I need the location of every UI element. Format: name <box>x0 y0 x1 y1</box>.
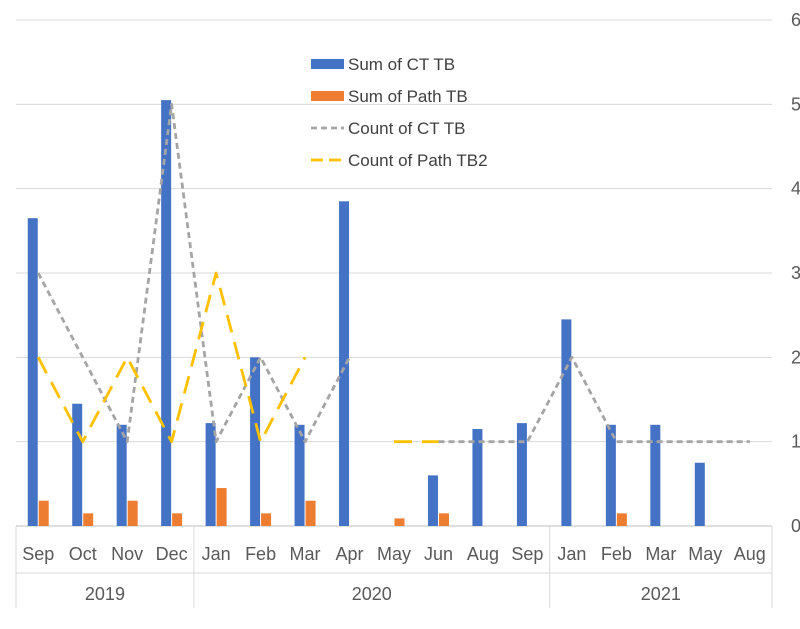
y-tick-label: 1 <box>791 432 800 452</box>
x-group-label: 2020 <box>352 584 392 604</box>
legend-label: Sum of CT TB <box>348 55 455 74</box>
bar-sum-of-path-tb-1 <box>83 513 94 526</box>
bar-sum-of-ct-tb-0 <box>27 218 38 526</box>
bar-sum-of-path-tb-13 <box>616 513 627 526</box>
bar-sum-of-ct-tb-1 <box>72 403 83 526</box>
x-tick-label: Sep <box>22 544 54 564</box>
bar-sum-of-path-tb-3 <box>172 513 183 526</box>
x-tick-label: Nov <box>111 544 143 564</box>
x-tick-label: Feb <box>245 544 276 564</box>
legend-item: Sum of Path TB <box>311 87 468 106</box>
x-tick-label: Jan <box>557 544 586 564</box>
legend-item: Sum of CT TB <box>311 55 455 74</box>
x-tick-label: Apr <box>336 544 364 564</box>
bar-sum-of-path-tb-4 <box>216 488 227 526</box>
series-lines <box>36 102 750 444</box>
legend-item: Count of Path TB2 <box>311 151 488 170</box>
bar-sum-of-path-tb-2 <box>127 500 138 526</box>
bar-sum-of-ct-tb-9 <box>427 475 438 526</box>
bar-sum-of-ct-tb-3 <box>161 100 172 526</box>
x-tick-label: Aug <box>734 544 766 564</box>
x-tick-label: Feb <box>601 544 632 564</box>
legend-label: Count of CT TB <box>348 119 465 138</box>
bar-sum-of-ct-tb-12 <box>561 319 572 526</box>
bar-sum-of-path-tb-0 <box>38 500 49 526</box>
bar-sum-of-ct-tb-5 <box>250 357 261 526</box>
bar-sum-of-path-tb-6 <box>305 500 316 526</box>
bar-sum-of-ct-tb-11 <box>516 423 527 526</box>
bar-sum-of-path-tb-8 <box>394 518 405 526</box>
gridlines <box>16 19 772 527</box>
x-group-label: 2019 <box>85 584 125 604</box>
x-tick-label: Aug <box>467 544 499 564</box>
legend-label: Sum of Path TB <box>348 87 468 106</box>
bar-sum-of-ct-tb-4 <box>205 423 216 526</box>
x-tick-label: May <box>377 544 411 564</box>
x-tick-label: Sep <box>511 544 543 564</box>
legend-swatch <box>311 59 344 69</box>
x-tick-label: Jan <box>202 544 231 564</box>
bar-sum-of-ct-tb-10 <box>472 429 483 526</box>
bar-sum-of-path-tb-5 <box>261 513 272 526</box>
y-tick-label: 2 <box>791 347 800 367</box>
x-tick-label: Oct <box>69 544 97 564</box>
x-tick-label: Mar <box>290 544 321 564</box>
bar-sum-of-ct-tb-14 <box>650 424 661 526</box>
bar-sum-of-ct-tb-7 <box>339 201 350 527</box>
legend: Sum of CT TB Sum of Path TB Count of CT TB… <box>311 55 488 170</box>
x-group-label: 2021 <box>641 584 681 604</box>
bar-sum-of-ct-tb-6 <box>294 424 305 526</box>
bar-sum-of-ct-tb-13 <box>605 424 616 526</box>
x-tick-label: Dec <box>156 544 188 564</box>
line-count-of-ct-tb <box>36 102 750 444</box>
y-tick-label: 3 <box>791 263 800 283</box>
legend-swatch <box>311 91 344 101</box>
x-tick-label: Jun <box>424 544 453 564</box>
bar-sum-of-path-tb-9 <box>438 513 449 526</box>
y-tick-label: 4 <box>791 179 800 199</box>
legend-item: Count of CT TB <box>311 119 465 138</box>
line-count-of-path-tb2 <box>36 271 439 444</box>
x-axis-ticks: Sep Oct Nov Dec Jan Feb Mar Apr May Jun Aug Sep Jan F… <box>15 526 773 608</box>
y-tick-label: 5 <box>791 94 800 114</box>
y-tick-label: 6 <box>791 10 800 30</box>
x-tick-label: May <box>688 544 722 564</box>
y-tick-label: 0 <box>791 516 800 536</box>
legend-label: Count of Path TB2 <box>348 151 488 170</box>
y-axis-ticks: 0 1 2 3 4 5 6 <box>791 10 800 536</box>
x-tick-label: Mar <box>645 544 676 564</box>
bars <box>27 100 705 527</box>
bar-sum-of-ct-tb-15 <box>694 462 705 526</box>
bar-sum-of-ct-tb-2 <box>116 424 127 526</box>
